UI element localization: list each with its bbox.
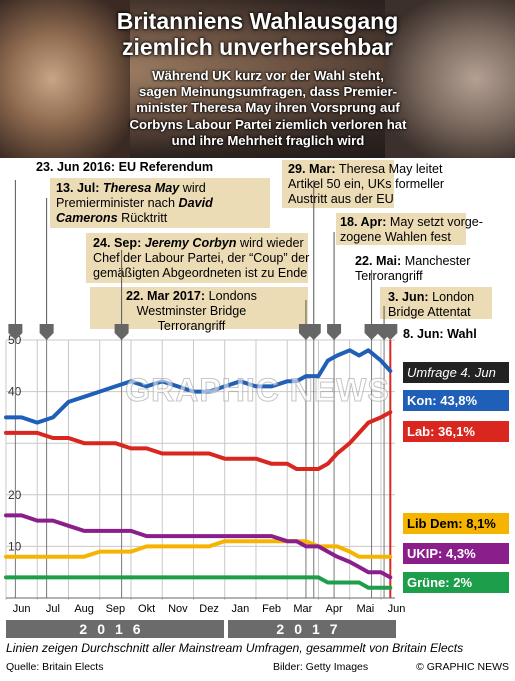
subtitle: Während UK kurz vor der Wahl steht, sage… [118,68,418,149]
event-date: 3. Jun: [388,290,429,304]
series-line-kon [4,348,393,425]
event-box-neuwahl [336,213,466,245]
subtitle-line-3: minister Theresa May ihren Vorsprung auf [136,100,400,116]
month-label: Jan [231,603,249,615]
series-line-lab [4,410,393,471]
event-date: 29. Mar: [288,162,336,176]
event-marker [39,324,54,340]
event-box-westminster [90,287,308,329]
event-box-article-50 [282,160,394,208]
image-credit: Bilder: Getty Images [273,661,369,673]
event-box-theresa-may [50,178,270,228]
label-libdem: Lib Dem: 8,1% [403,513,509,534]
label-umfrage: Umfrage 4. Jun [403,362,509,383]
event-westminster: 22. Mar 2017: Londons Westminster Bridge T… [126,289,257,333]
subtitle-line-1: Während UK kurz vor der Wahl steht, [152,68,384,83]
event-marker [114,324,129,340]
event-date: 18. Apr: [340,215,387,229]
event-marker [306,324,321,340]
month-label: Apr [326,603,343,615]
event-wahl: 8. Jun: Wahl [403,327,477,342]
event-article-50: 29. Mar: Theresa May leitet Artikel 50 ei… [288,162,445,206]
month-label: Aug [74,603,94,615]
subtitle-line-2: sagen Meinungsumfragen, dass Premier- [139,84,397,100]
month-label: Feb [262,603,281,615]
jeremy-corbyn-photo [385,0,515,158]
event-box-london-bridge [380,287,492,319]
month-label: Dez [199,603,219,615]
event-date: 23. Jun 2016: [36,160,116,174]
series-line-libdem [4,539,393,559]
subtitle-line-4: Corbyns Labour Partei ziemlich verloren … [129,116,407,132]
event-date: 22. Mar 2017: [126,289,206,303]
year-bar: 2016 2017 [6,620,396,638]
label-kon: Kon: 43,8% [403,390,509,411]
event-date: 22. Mai: [355,254,402,268]
y-tick-label: 40 [8,385,22,399]
footnote: Linien zeigen Durchschnitt aller Mainstr… [6,641,464,655]
header-photo-banner: Britanniens Wahlausgang ziemlich unverhe… [0,0,515,158]
month-label: Jun [388,603,406,615]
source: Quelle: Britain Elects [6,661,104,673]
event-marker [364,324,379,340]
label-ukip: UKIP: 4,3% [403,543,509,564]
month-label: Nov [168,603,188,615]
event-marker [327,324,342,340]
event-eu-referendum: 23. Jun 2016: EU Referendum [36,160,214,174]
title-line-1: Britanniens Wahlausgang [116,8,399,34]
month-label: Mar [293,603,312,615]
subtitle-line-5: und ihre Mehrheit fraglich wird [171,132,365,148]
series-line-ukip [4,513,393,580]
month-label: Jun [13,603,31,615]
y-tick-label: 10 [8,539,22,553]
event-box-corbyn [86,233,308,283]
theresa-may-photo [0,0,130,158]
event-marker [8,324,23,340]
series-line-grne [4,575,393,590]
year-2017: 2017 [228,620,396,638]
copyright: © GRAPHIC NEWS [416,661,509,673]
event-london-bridge: 3. Jun: London Bridge Attentat [388,290,475,319]
year-2016: 2016 [6,620,224,638]
page-title: Britanniens Wahlausgang ziemlich unverhe… [0,8,515,60]
label-gruene: Grüne: 2% [403,572,509,593]
event-theresa-may: 13. Jul: Theresa May wird Premierminister… [56,181,213,225]
label-lab: Lab: 36,1% [403,421,509,442]
plot-area [6,340,395,598]
event-date: 13. Jul: [56,181,100,195]
event-date: 24. Sep: [93,236,142,250]
title-line-2: ziemlich unverhersehbar [122,34,393,60]
month-label: Okt [138,603,155,615]
y-tick-label: 20 [8,488,22,502]
event-date: 8. Jun: Wahl [403,327,477,341]
month-label: Sep [106,603,126,615]
event-neuwahl: 18. Apr: May setzt vorge-zogene Wahlen f… [340,215,484,244]
event-marker [383,324,398,340]
month-label: Jul [46,603,60,615]
event-corbyn: 24. Sep: Jeremy Corbyn wird wieder Chef d… [93,236,310,280]
month-label: Mai [356,603,374,615]
